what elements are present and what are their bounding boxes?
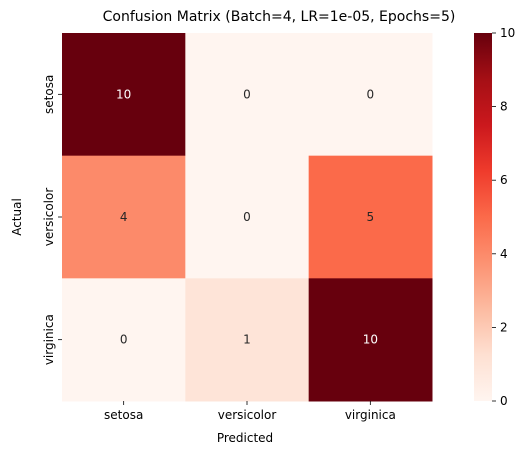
heatmap-cell xyxy=(185,33,310,157)
cell-value-label: 1 xyxy=(243,333,251,347)
x-axis: setosa versicolor virginica xyxy=(104,401,396,422)
cell-value-label: 0 xyxy=(367,87,375,101)
y-tick-label: virginica xyxy=(42,314,56,365)
cell-value-label: 10 xyxy=(116,87,131,101)
x-tick-label: setosa xyxy=(104,408,143,422)
cell-value-label: 0 xyxy=(243,87,251,101)
y-tick-label: versicolor xyxy=(42,188,56,247)
heatmap-cells: 10 0 0 4 0 5 0 1 10 xyxy=(62,33,433,402)
colorbar-tick-label: 10 xyxy=(500,26,515,40)
heatmap-cell xyxy=(308,278,433,402)
colorbar xyxy=(474,33,492,401)
colorbar-tick-label: 4 xyxy=(500,247,508,261)
heatmap-cell xyxy=(185,155,310,279)
x-tick-label: virginica xyxy=(345,408,396,422)
cell-value-label: 0 xyxy=(243,210,251,224)
x-axis-label: Predicted xyxy=(217,431,273,445)
cell-value-label: 10 xyxy=(363,333,378,347)
x-tick-label: versicolor xyxy=(218,408,277,422)
colorbar-axis: 0 2 4 6 8 10 xyxy=(492,26,515,408)
heatmap-cell xyxy=(185,278,310,402)
colorbar-tick-label: 2 xyxy=(500,320,508,334)
heatmap-cell xyxy=(62,278,186,402)
y-axis: setosa versicolor virginica xyxy=(42,75,62,365)
heatmap-cell xyxy=(62,155,186,279)
heatmap-cell xyxy=(308,33,433,157)
colorbar-tick-label: 6 xyxy=(500,173,508,187)
heatmap-cell xyxy=(308,155,433,279)
cell-value-label: 4 xyxy=(120,210,128,224)
heatmap-cell xyxy=(62,33,186,157)
y-tick-label: setosa xyxy=(42,75,56,114)
chart-title: Confusion Matrix (Batch=4, LR=1e-05, Epo… xyxy=(103,9,456,25)
cell-value-label: 5 xyxy=(367,210,375,224)
colorbar-tick-label: 0 xyxy=(500,394,508,408)
y-axis-label: Actual xyxy=(10,198,24,236)
colorbar-tick-label: 8 xyxy=(500,100,508,114)
cell-value-label: 0 xyxy=(120,333,128,347)
